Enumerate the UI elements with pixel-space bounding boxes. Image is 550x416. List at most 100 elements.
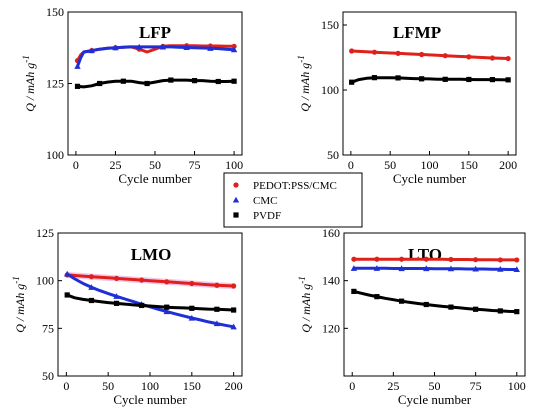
x-tick-label: 50 xyxy=(149,158,161,172)
legend-label: PVDF xyxy=(253,210,281,222)
data-point xyxy=(505,77,511,83)
x-tick-label: 25 xyxy=(109,158,121,172)
y-axis-label: Q / mAh g-1 xyxy=(11,276,27,333)
series-pvdf xyxy=(64,292,237,313)
y-tick-label: 160 xyxy=(322,226,340,240)
data-point xyxy=(373,265,381,271)
series-pedot xyxy=(349,48,511,62)
data-point xyxy=(423,256,429,262)
y-axis-label: Q / mAh g-1 xyxy=(297,276,313,333)
data-point xyxy=(191,78,198,84)
data-point xyxy=(371,75,378,81)
x-tick-label: 0 xyxy=(63,379,69,393)
series-pedot xyxy=(64,272,237,289)
data-point xyxy=(351,288,357,294)
data-point xyxy=(135,43,143,50)
data-point xyxy=(139,277,145,283)
legend-box xyxy=(223,172,363,228)
data-point xyxy=(374,294,380,300)
x-tick-label: 100 xyxy=(421,158,439,172)
y-axis-label: Q / mAh g-1 xyxy=(296,55,312,112)
data-point xyxy=(214,282,220,288)
series-pvdf xyxy=(349,75,511,85)
y-tick-label: 150 xyxy=(321,18,339,32)
series-line xyxy=(351,49,509,60)
series-line xyxy=(353,289,517,314)
data-point xyxy=(395,75,401,81)
legend-marker-square xyxy=(233,212,239,218)
x-tick-label: 50 xyxy=(102,379,114,393)
data-point xyxy=(497,308,503,314)
x-tick-label: 75 xyxy=(470,379,482,393)
y-tick-label: 75 xyxy=(42,321,54,335)
x-tick-label: 150 xyxy=(460,158,478,172)
data-point xyxy=(88,297,95,304)
data-point xyxy=(395,50,401,56)
panel-lmo: 0 50 100 150 200 50 75 100 125 Cycle number Q / mA… xyxy=(11,226,243,407)
panel-title: LFMP xyxy=(393,23,441,42)
data-point xyxy=(74,83,81,89)
data-point xyxy=(514,309,520,315)
data-point xyxy=(112,44,119,51)
data-point xyxy=(497,257,503,263)
data-point xyxy=(113,275,120,281)
x-tick-label: 0 xyxy=(73,158,79,172)
x-axis-label: Cycle number xyxy=(118,171,192,186)
data-point xyxy=(350,265,358,271)
data-point xyxy=(398,265,405,272)
x-axis-label: Cycle number xyxy=(398,392,472,407)
data-point xyxy=(120,78,126,84)
y-tick-label: 125 xyxy=(46,77,64,91)
x-tick-label: 200 xyxy=(225,379,243,393)
legend-label: CMC xyxy=(253,195,277,207)
x-axis-label: Cycle number xyxy=(393,171,467,186)
data-point xyxy=(64,270,71,277)
x-tick-label: 50 xyxy=(384,158,396,172)
data-point xyxy=(231,307,237,313)
panel-lfp: 0 25 50 75 100 100 125 150 Cycle number Q / mAh g… xyxy=(21,5,243,186)
x-tick-label: 100 xyxy=(225,158,243,172)
data-point xyxy=(398,256,405,262)
data-point xyxy=(168,77,174,83)
x-tick-label: 0 xyxy=(348,158,354,172)
legend-marker-triangle xyxy=(232,196,240,203)
data-point xyxy=(374,256,380,262)
x-tick-label: 25 xyxy=(387,379,399,393)
y-tick-label: 100 xyxy=(36,274,54,288)
y-tick-label: 140 xyxy=(322,274,340,288)
data-point xyxy=(183,44,190,51)
data-point xyxy=(144,80,150,87)
data-point xyxy=(113,293,120,299)
data-point xyxy=(473,257,479,263)
series-line xyxy=(353,266,517,271)
data-point xyxy=(466,76,472,83)
data-point xyxy=(213,320,221,327)
data-point xyxy=(489,77,496,83)
y-tick-label: 120 xyxy=(322,321,340,335)
data-point xyxy=(214,306,220,312)
data-point xyxy=(448,256,454,263)
x-axis-label: Cycle number xyxy=(113,392,187,407)
data-point xyxy=(139,302,145,309)
x-tick-label: 100 xyxy=(508,379,526,393)
y-axis-label: Q / mAh g-1 xyxy=(21,55,37,112)
data-point xyxy=(88,284,95,290)
data-point xyxy=(513,266,520,273)
x-tick-label: 0 xyxy=(349,379,355,393)
data-point xyxy=(164,304,170,310)
data-point xyxy=(189,305,195,311)
y-tick-label: 100 xyxy=(321,83,339,97)
data-point xyxy=(447,265,455,272)
y-tick-label: 150 xyxy=(46,5,64,19)
x-tick-label: 100 xyxy=(141,379,159,393)
data-point xyxy=(472,265,479,272)
y-tick-label: 100 xyxy=(46,148,64,162)
data-point xyxy=(207,45,214,51)
data-point xyxy=(159,43,167,50)
legend-marker-circle xyxy=(233,182,239,188)
data-point xyxy=(351,256,357,262)
data-point xyxy=(164,279,170,285)
data-point xyxy=(97,80,103,87)
